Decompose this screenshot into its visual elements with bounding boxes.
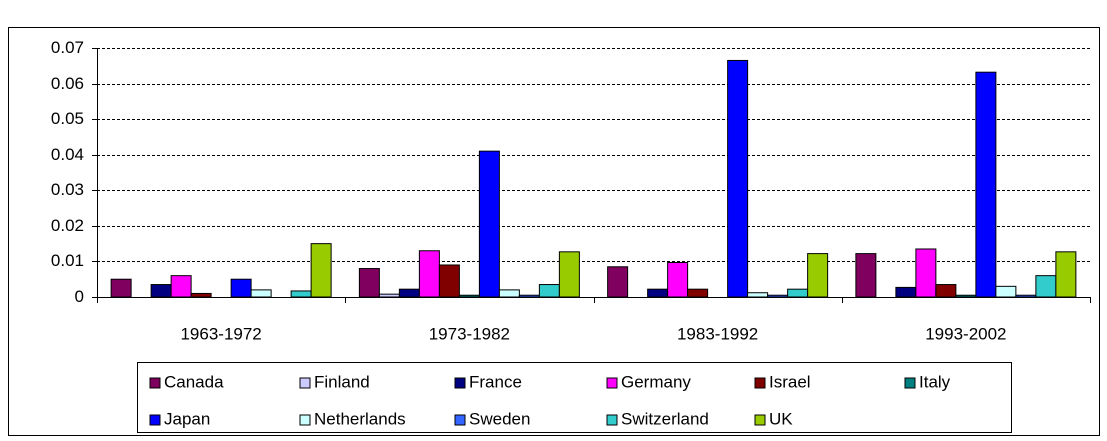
legend-label: Israel (769, 372, 811, 391)
bar (995, 285, 1017, 298)
bar (767, 294, 789, 298)
bar (727, 59, 749, 298)
bar (1035, 275, 1057, 298)
legend-label: Japan (164, 409, 210, 428)
y-tick-label: 0.01 (51, 251, 84, 270)
y-tick-label: 0.07 (51, 38, 84, 57)
legend-label: Finland (314, 372, 370, 391)
y-tick-label: 0 (75, 287, 84, 306)
bar (855, 253, 877, 298)
bar (975, 71, 997, 298)
bar (150, 284, 172, 298)
x-tick-label: 1963-1972 (180, 324, 261, 343)
bar (518, 294, 540, 298)
bar (418, 250, 440, 298)
y-tick-label: 0.05 (51, 109, 84, 128)
bar (290, 290, 312, 298)
legend-label: Switzerland (621, 409, 709, 428)
bar (438, 264, 460, 298)
bar (915, 248, 937, 298)
legend-swatch (606, 377, 618, 389)
bar (787, 288, 809, 298)
legend-label: France (469, 372, 522, 391)
bar (538, 284, 560, 298)
bar (895, 286, 917, 298)
legend-swatch (606, 414, 618, 426)
bar (747, 292, 769, 298)
legend-swatch (454, 377, 466, 389)
bar (478, 150, 500, 298)
bar (398, 288, 420, 298)
x-tick-label: 1993-2002 (925, 324, 1006, 343)
bar (607, 266, 629, 298)
bar (250, 289, 272, 298)
legend-label: Germany (621, 372, 691, 391)
x-tick-label: 1983-1992 (677, 324, 758, 343)
bar (1015, 294, 1037, 298)
legend-label: Italy (919, 372, 951, 391)
legend-label: UK (769, 409, 793, 428)
legend-label: Canada (164, 372, 224, 391)
legend-swatch (149, 414, 161, 426)
legend-swatch (299, 414, 311, 426)
bar (1055, 251, 1077, 298)
bar (558, 251, 580, 298)
legend-box (137, 362, 1012, 433)
legend-swatch (754, 414, 766, 426)
y-tick-label: 0.03 (51, 180, 84, 199)
bar (667, 261, 689, 298)
legend-swatch (904, 377, 916, 389)
legend-swatch (149, 377, 161, 389)
y-tick-label: 0.06 (51, 74, 84, 93)
y-tick-label: 0.02 (51, 216, 84, 235)
bar (458, 294, 480, 298)
bar (190, 292, 212, 298)
bar (170, 275, 192, 298)
x-tick-label: 1973-1982 (429, 324, 510, 343)
y-tick-label: 0.04 (51, 145, 84, 164)
bar (955, 294, 977, 298)
legend-swatch (299, 377, 311, 389)
bar (498, 289, 520, 298)
bar (110, 278, 132, 298)
bar (358, 268, 380, 298)
legend-swatch (754, 377, 766, 389)
bar (807, 253, 829, 298)
legend-swatch (454, 414, 466, 426)
bar (310, 243, 332, 298)
legend-label: Netherlands (314, 409, 406, 428)
legend-label: Sweden (469, 409, 530, 428)
bar (230, 278, 252, 298)
bar (647, 288, 669, 298)
bar (378, 293, 400, 298)
bar (935, 284, 957, 298)
bar (687, 288, 709, 298)
